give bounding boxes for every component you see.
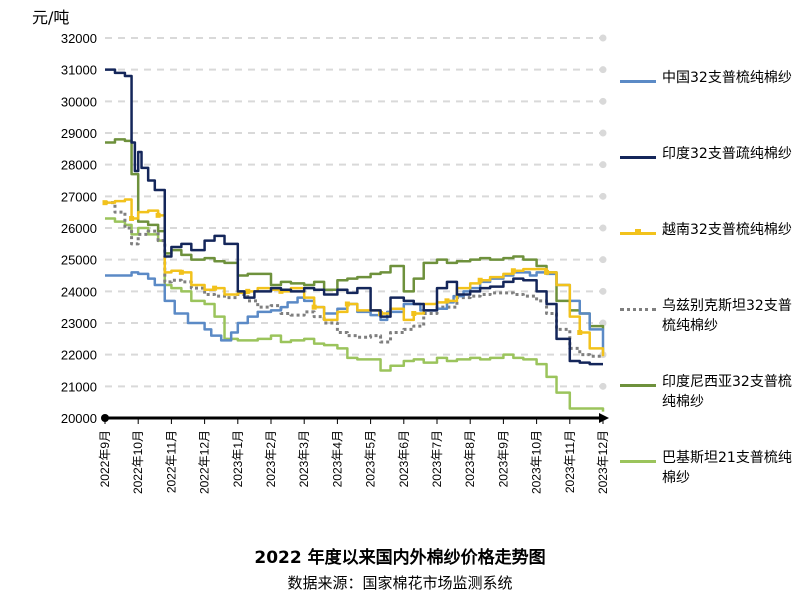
series-lines xyxy=(102,68,605,412)
x-tick-label: 2023年2月 xyxy=(264,430,278,487)
grid-end-dot-10 xyxy=(599,97,607,105)
x-tick-label: 2022年9月 xyxy=(98,430,112,487)
grid-lines xyxy=(105,34,607,390)
x-tick-label: 2023年10月 xyxy=(530,430,544,494)
y-tick-label: 27000 xyxy=(61,189,97,204)
grid-end-dot-3 xyxy=(599,319,607,327)
y-tick-label: 31000 xyxy=(61,63,97,78)
series-marker-vietnam xyxy=(544,269,550,275)
legend-swatch-pakistan xyxy=(620,460,656,463)
x-axis xyxy=(101,413,609,424)
x-tick-label: 2023年8月 xyxy=(463,430,477,487)
y-tick-label: 21000 xyxy=(61,379,97,394)
series-marker-vietnam xyxy=(212,285,218,291)
legend-swatch-india xyxy=(620,156,656,159)
y-tick-labels: 20000 21000 22000 23000 24000 25000 26000 27000… xyxy=(61,31,97,426)
series-line-pakistan xyxy=(105,217,605,412)
series-marker-vietnam xyxy=(311,304,317,310)
y-tick-label: 20000 xyxy=(61,411,97,426)
x-tick-label: 2023年3月 xyxy=(297,430,311,487)
x-tick-label: 2022年12月 xyxy=(198,430,212,494)
y-tick-label: 29000 xyxy=(61,126,97,141)
legend-swatch-uzbekistan xyxy=(620,308,656,311)
legend-label-pakistan: 巴基斯坦21支普梳纯棉纱 xyxy=(662,450,792,486)
y-tick-label: 25000 xyxy=(61,253,97,268)
x-tick-label: 2023年4月 xyxy=(330,430,344,487)
grid-end-dot-9 xyxy=(599,129,607,137)
x-tick-label: 2023年9月 xyxy=(496,430,510,487)
y-tick-label: 30000 xyxy=(61,94,97,109)
x-tick-labels: 2022年9月 2022年10月 2022年11月 2022年12月 2023年1月 20… xyxy=(98,430,610,494)
y-tick-label: 22000 xyxy=(61,348,97,363)
series-line-uzbekistan xyxy=(105,201,603,358)
grid-end-dot-5 xyxy=(599,256,607,264)
x-axis-origin-dot xyxy=(101,414,109,422)
x-tick-label: 2023年11月 xyxy=(563,430,577,493)
legend-label-uzbekistan: 乌兹别克斯坦32支普梳纯棉纱 xyxy=(662,298,792,334)
legend-label-india: 印度32支普疏纯棉纱 xyxy=(662,146,792,162)
series-marker-vietnam xyxy=(155,212,161,218)
chart-source: 数据来源：国家棉花市场监测系统 xyxy=(287,574,513,592)
series-marker-vietnam xyxy=(444,298,450,304)
series-marker-vietnam xyxy=(510,268,516,274)
grid-end-dot-6 xyxy=(599,224,607,232)
legend-swatch-china xyxy=(620,80,656,83)
series-marker-vietnam xyxy=(477,277,483,283)
y-tick-label: 24000 xyxy=(61,284,97,299)
series-marker-vietnam xyxy=(278,288,284,294)
y-tick-label: 23000 xyxy=(61,316,97,331)
y-tick-label: 28000 xyxy=(61,158,97,173)
grid-end-dot-8 xyxy=(599,161,607,169)
legend-swatch-vietnam xyxy=(620,229,656,235)
series-marker-vietnam xyxy=(344,301,350,307)
x-axis-arrow xyxy=(599,413,609,423)
series-line-india xyxy=(105,68,603,366)
series-marker-vietnam xyxy=(245,288,251,294)
x-tick-label: 2022年11月 xyxy=(164,430,178,493)
grid-end-dot-7 xyxy=(599,192,607,200)
y-tick-label: 32000 xyxy=(61,31,97,46)
grid-end-dot-1 xyxy=(599,382,607,390)
x-tick-label: 2023年5月 xyxy=(364,430,378,487)
x-tick-label: 2023年6月 xyxy=(397,430,411,487)
series-line-china xyxy=(105,271,605,352)
series-marker-vietnam xyxy=(178,269,184,275)
legend-label-indonesia: 印度尼西亚32支普梳纯棉纱 xyxy=(662,374,792,410)
legend-label-china: 中国32支普梳纯棉纱 xyxy=(662,70,792,86)
series-marker-vietnam xyxy=(411,311,417,316)
y-tick-label: 26000 xyxy=(61,221,97,236)
chart-title: 2022 年度以来国内外棉纱价格走势图 xyxy=(254,548,546,568)
y-axis-unit-label: 元/吨 xyxy=(32,8,70,27)
grid-end-dot-12 xyxy=(599,34,607,42)
grid-end-dot-4 xyxy=(599,287,607,295)
series-line-indonesia xyxy=(105,138,605,330)
x-tick-label: 2023年12月 xyxy=(596,430,610,494)
grid-end-dot-11 xyxy=(599,66,607,74)
legend-label-vietnam: 越南32支普梳纯棉纱 xyxy=(662,222,792,238)
x-tick-label: 2023年1月 xyxy=(231,430,245,487)
x-tick-label: 2022年10月 xyxy=(131,430,145,494)
series-marker-vietnam xyxy=(102,200,108,206)
x-tick-label: 2023年7月 xyxy=(430,430,444,487)
series-marker-vietnam xyxy=(577,330,583,335)
series-marker-vietnam xyxy=(129,216,135,221)
legend-swatch-indonesia xyxy=(620,384,656,387)
